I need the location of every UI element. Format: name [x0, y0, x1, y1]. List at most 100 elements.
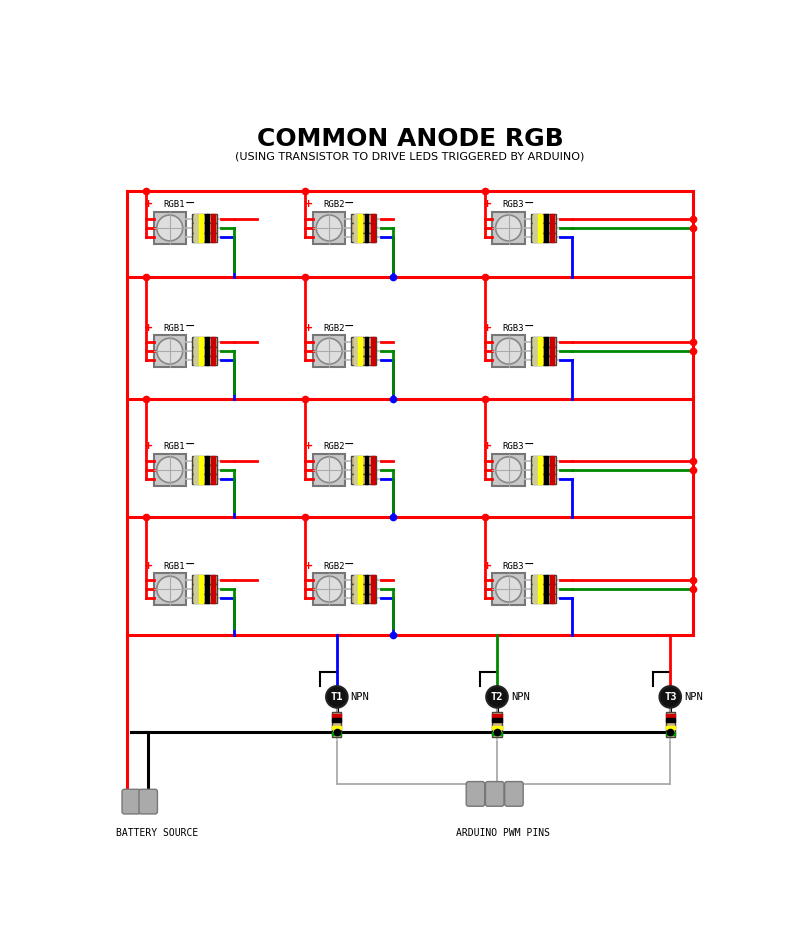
Bar: [531, 337, 555, 347]
Circle shape: [316, 457, 342, 483]
Bar: [358, 584, 362, 594]
Bar: [534, 233, 537, 242]
Bar: [544, 576, 548, 584]
Bar: [531, 233, 555, 242]
Circle shape: [496, 457, 522, 483]
Text: −: −: [344, 558, 354, 571]
Bar: [205, 466, 209, 474]
Text: −: −: [523, 438, 534, 451]
Bar: [211, 337, 215, 347]
Bar: [192, 474, 217, 484]
Bar: [211, 594, 215, 603]
Bar: [199, 576, 203, 584]
Bar: [194, 214, 198, 223]
Bar: [538, 456, 542, 466]
Bar: [550, 594, 554, 603]
Bar: [365, 584, 369, 594]
Bar: [199, 223, 203, 233]
Bar: [544, 594, 548, 603]
Bar: [192, 337, 217, 347]
Bar: [538, 223, 542, 233]
Bar: [492, 712, 502, 737]
Bar: [332, 726, 342, 730]
Bar: [211, 356, 215, 365]
Bar: [192, 356, 217, 365]
Bar: [544, 233, 548, 242]
Text: NPN: NPN: [684, 692, 703, 702]
Bar: [199, 356, 203, 365]
Bar: [211, 584, 215, 594]
Bar: [370, 233, 374, 242]
Circle shape: [326, 686, 348, 708]
Bar: [211, 576, 215, 584]
Bar: [666, 713, 675, 717]
Bar: [550, 356, 554, 365]
Text: −: −: [344, 197, 354, 210]
Bar: [351, 474, 376, 484]
Bar: [492, 573, 525, 605]
Bar: [205, 233, 209, 242]
Bar: [365, 576, 369, 584]
Bar: [351, 456, 376, 466]
Text: NPN: NPN: [350, 692, 370, 702]
Bar: [192, 214, 217, 223]
Text: RGB1: RGB1: [163, 561, 185, 571]
Text: +: +: [483, 323, 492, 332]
Bar: [205, 584, 209, 594]
Bar: [354, 456, 358, 466]
Bar: [531, 347, 555, 356]
Bar: [492, 453, 525, 485]
Text: +: +: [483, 441, 492, 451]
Bar: [211, 347, 215, 356]
Bar: [531, 214, 555, 223]
Bar: [354, 233, 358, 242]
Bar: [538, 594, 542, 603]
Text: +: +: [144, 323, 154, 332]
Circle shape: [316, 215, 342, 241]
Circle shape: [157, 215, 182, 241]
Bar: [550, 337, 554, 347]
Bar: [492, 732, 502, 735]
Bar: [492, 718, 502, 722]
Text: +: +: [144, 441, 154, 451]
Text: RGB2: RGB2: [323, 200, 345, 210]
Bar: [205, 214, 209, 223]
Bar: [666, 712, 675, 737]
Bar: [492, 335, 525, 368]
Text: RGB1: RGB1: [163, 443, 185, 451]
Text: +: +: [483, 560, 492, 571]
Bar: [194, 337, 198, 347]
Bar: [544, 466, 548, 474]
Bar: [354, 594, 358, 603]
Bar: [358, 337, 362, 347]
Bar: [544, 337, 548, 347]
Bar: [370, 576, 374, 584]
Bar: [365, 474, 369, 484]
Circle shape: [496, 338, 522, 364]
Bar: [358, 214, 362, 223]
Bar: [538, 466, 542, 474]
Text: +: +: [144, 200, 154, 210]
Text: RGB3: RGB3: [502, 324, 524, 332]
Bar: [194, 584, 198, 594]
Text: −: −: [185, 438, 195, 451]
Bar: [354, 576, 358, 584]
Circle shape: [316, 338, 342, 364]
Bar: [365, 233, 369, 242]
Bar: [544, 356, 548, 365]
Bar: [492, 726, 502, 730]
Bar: [538, 576, 542, 584]
Circle shape: [316, 576, 342, 602]
Bar: [354, 466, 358, 474]
FancyBboxPatch shape: [505, 782, 523, 807]
Text: +: +: [483, 200, 492, 210]
Bar: [370, 474, 374, 484]
Bar: [192, 347, 217, 356]
Bar: [192, 576, 217, 584]
Bar: [358, 347, 362, 356]
Bar: [550, 584, 554, 594]
Text: COMMON ANODE RGB: COMMON ANODE RGB: [257, 126, 563, 151]
FancyBboxPatch shape: [139, 789, 158, 814]
Bar: [534, 466, 537, 474]
FancyBboxPatch shape: [486, 782, 504, 807]
